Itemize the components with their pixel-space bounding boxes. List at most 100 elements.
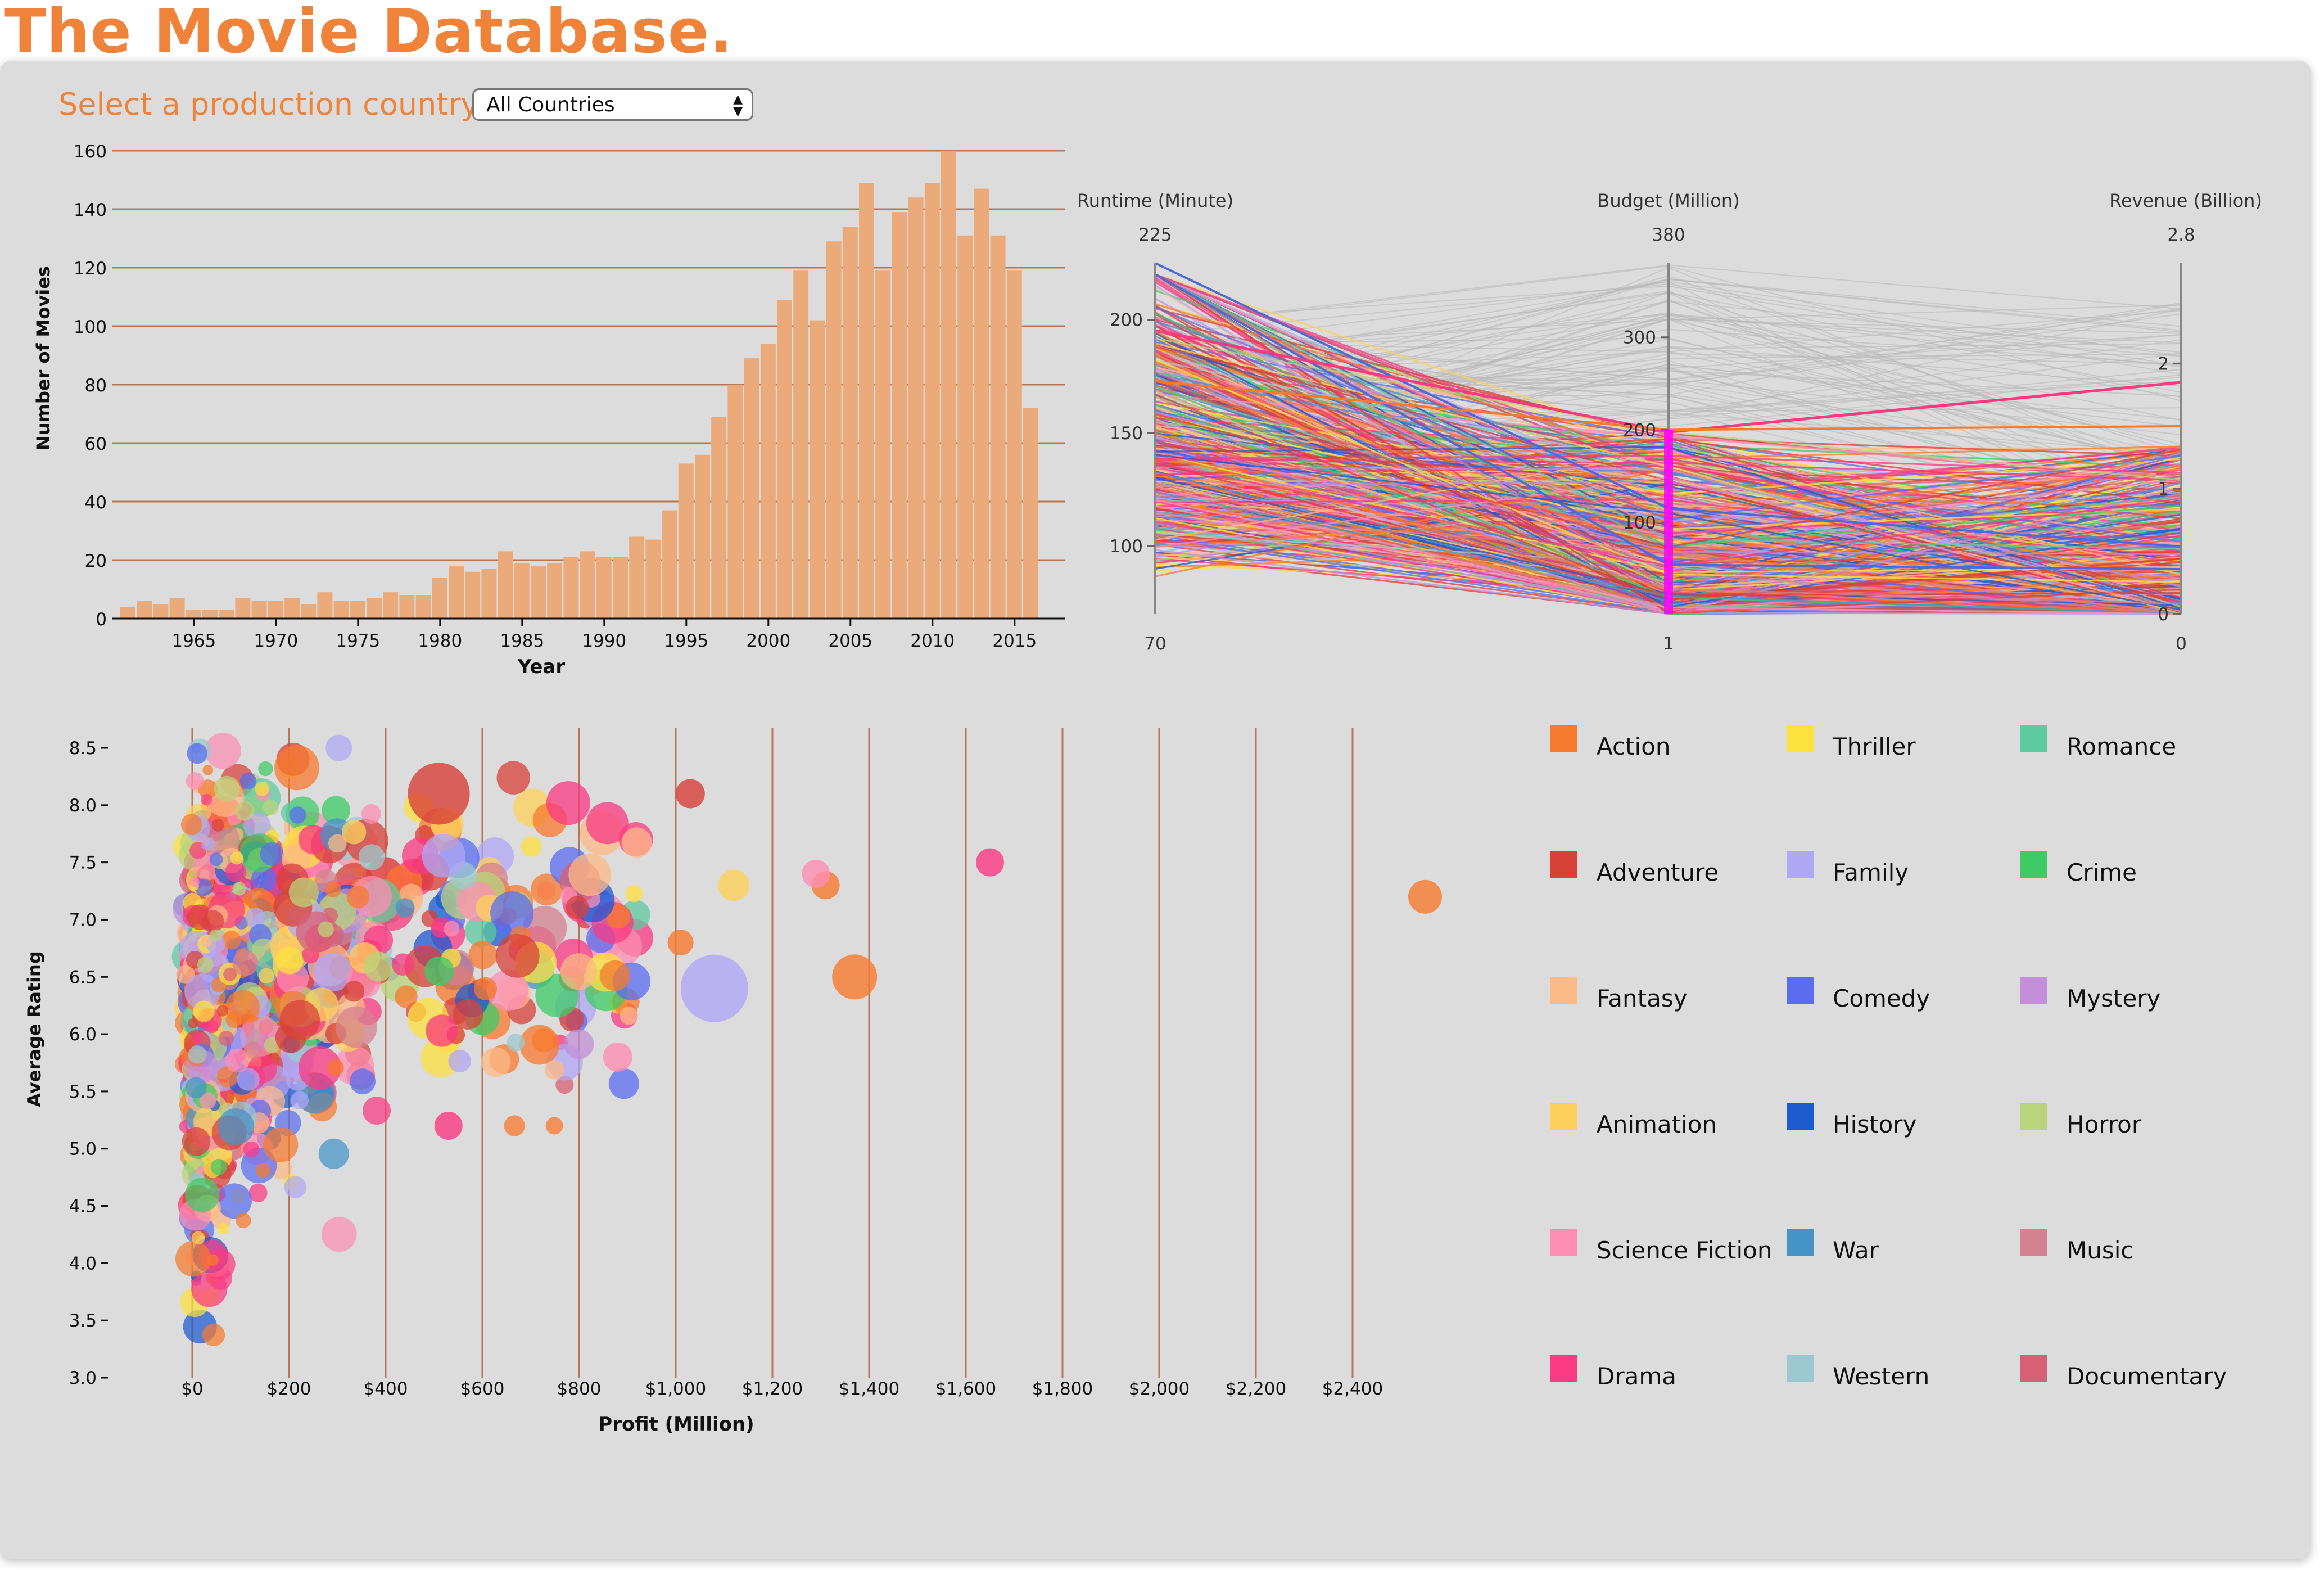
scatter-y-tick-label: 4.0 (69, 1253, 97, 1274)
legend-item[interactable]: Action (1550, 725, 1671, 760)
legend-item[interactable]: Comedy (1787, 977, 1930, 1012)
country-select[interactable]: All Countries ▲ ▼ (472, 88, 753, 121)
scatter-point (288, 877, 319, 908)
scatter-point (255, 781, 270, 796)
legend-item[interactable]: Documentary (2020, 1355, 2227, 1390)
scatter-point (363, 951, 394, 982)
scatter-point (186, 772, 204, 790)
legend-item[interactable]: Fantasy (1550, 977, 1688, 1012)
scatter-x-tick-label: $1,400 (839, 1379, 899, 1399)
scatter-point (201, 837, 215, 851)
scatter-point (325, 734, 352, 761)
scatter-point (560, 953, 597, 990)
scatter-y-tick-label: 7.5 (69, 853, 97, 873)
bar-2010 (924, 183, 940, 619)
scatter-y-tick-label: 5.5 (69, 1082, 97, 1102)
pc-axis-label: Runtime (Minute) (1077, 190, 1233, 211)
legend-item[interactable]: Music (2020, 1229, 2134, 1264)
scatter-point-family (680, 954, 748, 1022)
bar-1989 (580, 551, 595, 619)
legend-item[interactable]: Western (1787, 1355, 1929, 1390)
legend-swatch (1787, 725, 1814, 752)
pc-tick-label: 0 (2158, 604, 2169, 625)
legend-label: Science Fiction (1597, 1237, 1773, 1264)
legend-label: Documentary (2067, 1363, 2227, 1390)
scatter-point (234, 801, 255, 821)
scatter-point (236, 1212, 251, 1229)
scatter-point-drama (976, 848, 1004, 877)
bar-1994 (662, 510, 677, 619)
bar-1981 (449, 566, 464, 619)
legend-item[interactable]: Horror (2020, 1103, 2141, 1138)
scatter-point (361, 804, 381, 824)
bar-1980 (432, 578, 447, 619)
bar-1991 (613, 557, 628, 619)
scatter-point (322, 796, 350, 825)
scatter-point (219, 1147, 232, 1160)
bar-1984 (498, 551, 513, 619)
bar-2009 (908, 197, 924, 619)
pc-axis-min: 1 (1663, 634, 1674, 654)
legend-swatch (2020, 851, 2047, 878)
scatter-point (289, 806, 306, 824)
legend-label: History (1833, 1111, 1917, 1138)
scatter-point (496, 761, 531, 795)
scatter-point (341, 820, 367, 845)
scatter-x-tick-label: $2,400 (1322, 1379, 1383, 1399)
scatter-point (358, 844, 385, 870)
legend-item[interactable]: Thriller (1787, 725, 1916, 760)
legend-item[interactable]: Crime (2020, 851, 2137, 886)
pc-axis-min: 70 (1144, 634, 1166, 654)
legend-item[interactable]: Family (1787, 851, 1909, 886)
scatter-point (187, 743, 207, 764)
scatter-y-tick-label: 5.0 (69, 1139, 97, 1160)
scatter-point (232, 882, 247, 896)
country-select-value: All Countries (486, 93, 615, 116)
scatter-point (199, 1092, 216, 1109)
legend-item[interactable]: Science Fiction (1550, 1229, 1773, 1264)
bar-1990 (596, 557, 612, 619)
scatter-point-adventure (408, 763, 470, 825)
pc-tick-label: 200 (1110, 310, 1143, 331)
legend-swatch (1550, 851, 1577, 878)
scatter-point (260, 842, 284, 866)
scatter-point (230, 851, 243, 865)
scatter-y-tick-label: 6.0 (69, 1025, 97, 1045)
legend-item[interactable]: Adventure (1550, 851, 1719, 886)
bar-y-tick-label: 80 (85, 376, 107, 396)
bar-1986 (531, 566, 546, 619)
scatter-point (188, 1045, 207, 1064)
scatter-point (318, 1138, 349, 1169)
bar-x-tick-label: 2000 (746, 631, 790, 651)
bar-y-tick-label: 120 (74, 259, 107, 279)
scatter-point (284, 1176, 306, 1198)
bar-x-tick-label: 1995 (664, 631, 708, 651)
legend-swatch (1787, 1355, 1814, 1382)
legend-item[interactable]: Romance (2020, 725, 2176, 760)
legend-label: Action (1597, 733, 1671, 760)
scatter-x-tick-label: $1,000 (645, 1379, 706, 1399)
legend-item[interactable]: Animation (1550, 1103, 1717, 1138)
scatter-point-science-fiction (603, 1042, 632, 1072)
scatter-point (202, 764, 214, 775)
legend-item[interactable]: War (1787, 1229, 1879, 1264)
scatter-point (568, 853, 612, 896)
legend-item[interactable]: History (1787, 1103, 1917, 1138)
bar-series (120, 151, 1038, 619)
bar-x-tick-label: 1985 (500, 631, 544, 651)
scatter-point (243, 812, 271, 840)
scatter-point (210, 1158, 227, 1175)
scatter-point (175, 1240, 211, 1277)
scatter-point (214, 775, 240, 802)
scatter-point (395, 985, 418, 1008)
bar-1967 (219, 610, 234, 619)
legend-item[interactable]: Mystery (2020, 977, 2160, 1012)
bar-1964 (169, 598, 185, 619)
legend-item[interactable]: Drama (1550, 1355, 1676, 1390)
scatter-point (191, 1271, 228, 1307)
scatter-point (216, 1183, 252, 1219)
pc-axis-label: Revenue (Billion) (2109, 190, 2262, 211)
pc-tick-label: 100 (1110, 536, 1143, 557)
pc-tick-label: 100 (1623, 513, 1656, 533)
